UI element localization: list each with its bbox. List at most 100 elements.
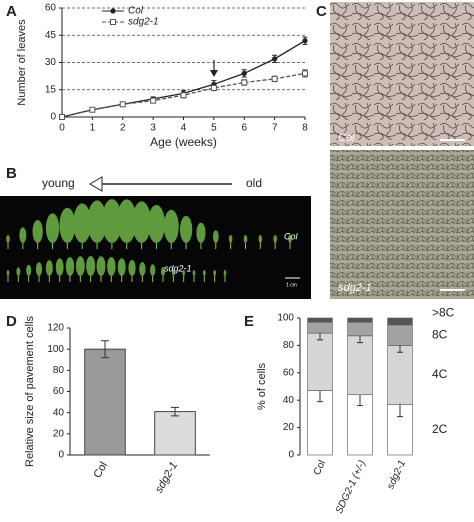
image-label: sdg2-1 <box>164 263 192 273</box>
leaf <box>117 258 126 276</box>
scale-label: 1 cm <box>286 282 297 288</box>
leaf <box>288 235 292 243</box>
leaf <box>171 269 175 276</box>
leaf <box>192 270 196 276</box>
bar-segment <box>387 345 413 405</box>
arrow-head <box>89 176 103 192</box>
legend-marker <box>110 8 116 14</box>
y-tick-label: 20 <box>53 428 65 439</box>
y-tick-label: 80 <box>283 340 295 351</box>
x-tick-label: 3 <box>150 123 156 134</box>
y-tick-label: 100 <box>47 344 64 355</box>
leaf <box>147 204 166 243</box>
legend-label: >8C <box>432 306 455 320</box>
legend-label: 8C <box>432 327 448 341</box>
x-tick-label: sdg2-1 <box>385 459 408 491</box>
bar <box>84 348 126 456</box>
y-tick-label: 0 <box>58 450 64 461</box>
leaf <box>132 201 151 243</box>
panel-label: B <box>6 165 17 182</box>
image-label: sdg2-1 <box>338 282 372 294</box>
legend-label: 2C <box>432 422 448 436</box>
panel-label: E <box>244 313 254 330</box>
y-tick-label: 100 <box>277 313 294 324</box>
point <box>302 38 308 44</box>
x-tick-label: 0 <box>59 123 65 134</box>
x-tick-label: Col <box>312 459 328 477</box>
leaf <box>228 235 233 243</box>
legend-label: sdg2-1 <box>128 17 159 28</box>
leaves <box>6 199 292 282</box>
y-axis-label: Relative size of pavement cells <box>24 315 36 467</box>
bar-segment <box>347 321 373 337</box>
leaf <box>223 270 227 276</box>
leaf <box>59 207 76 243</box>
x-tick-label: sdg2-1 <box>153 460 180 495</box>
point <box>59 114 65 120</box>
image-label: Col <box>338 132 355 144</box>
y-tick-label: 120 <box>47 323 64 334</box>
leaf <box>107 256 116 276</box>
leaf <box>182 270 186 276</box>
y-tick-label: 40 <box>53 407 65 418</box>
bar-segment <box>307 321 333 334</box>
error-bar <box>171 406 179 417</box>
x-tick-label: Col <box>91 460 110 480</box>
leaf <box>35 262 43 276</box>
micrograph-cells <box>330 2 474 146</box>
x-tick-label: 2 <box>120 123 126 134</box>
leaf <box>86 256 96 277</box>
point <box>271 75 278 82</box>
image-label: young <box>42 176 75 190</box>
x-tick-label: 8 <box>302 123 308 134</box>
leaf <box>116 199 137 244</box>
y-tick-label: 15 <box>45 84 57 95</box>
point <box>272 56 278 62</box>
leaf <box>163 209 179 243</box>
point <box>241 79 248 86</box>
leaf <box>243 235 248 243</box>
leaf <box>32 219 43 243</box>
bar-segment <box>307 332 333 391</box>
leaf <box>19 227 27 244</box>
leaf <box>6 235 10 243</box>
bar-segment <box>347 317 373 323</box>
leaf <box>55 258 64 277</box>
leaf <box>273 235 277 243</box>
x-tick-label: 6 <box>241 123 247 134</box>
panel-label: C <box>316 3 327 20</box>
y-axis-label: Number of leaves <box>16 19 28 106</box>
y-tick-label: 60 <box>283 367 295 378</box>
leaf <box>73 203 92 244</box>
point <box>89 106 96 113</box>
y-tick-label: 60 <box>45 3 57 14</box>
leaf <box>202 270 206 276</box>
y-tick-label: 40 <box>283 395 295 406</box>
y-tick-label: 60 <box>53 386 65 397</box>
leaf <box>139 261 146 276</box>
x-tick-label: 4 <box>181 123 187 134</box>
y-tick-label: 20 <box>283 422 295 433</box>
image-label: old <box>246 176 262 190</box>
leaf <box>258 235 263 243</box>
leaf <box>196 222 206 243</box>
x-tick-label: 7 <box>272 123 278 134</box>
micrograph-cells <box>330 150 474 299</box>
point <box>210 84 217 91</box>
y-tick-label: 0 <box>50 112 56 123</box>
leaf <box>6 270 10 276</box>
y-axis-label: % of cells <box>256 362 268 410</box>
leaf <box>150 264 156 276</box>
y-tick-label: 45 <box>45 30 57 41</box>
legend-label: 4C <box>432 367 448 381</box>
bar <box>154 411 196 456</box>
error-bar <box>101 340 109 359</box>
leaf <box>75 256 85 276</box>
legend-marker <box>110 19 116 25</box>
leaf <box>102 199 122 243</box>
y-tick-label: 80 <box>53 365 65 376</box>
panel-label: D <box>6 313 17 330</box>
leaf <box>65 257 75 276</box>
leaf <box>213 270 217 276</box>
